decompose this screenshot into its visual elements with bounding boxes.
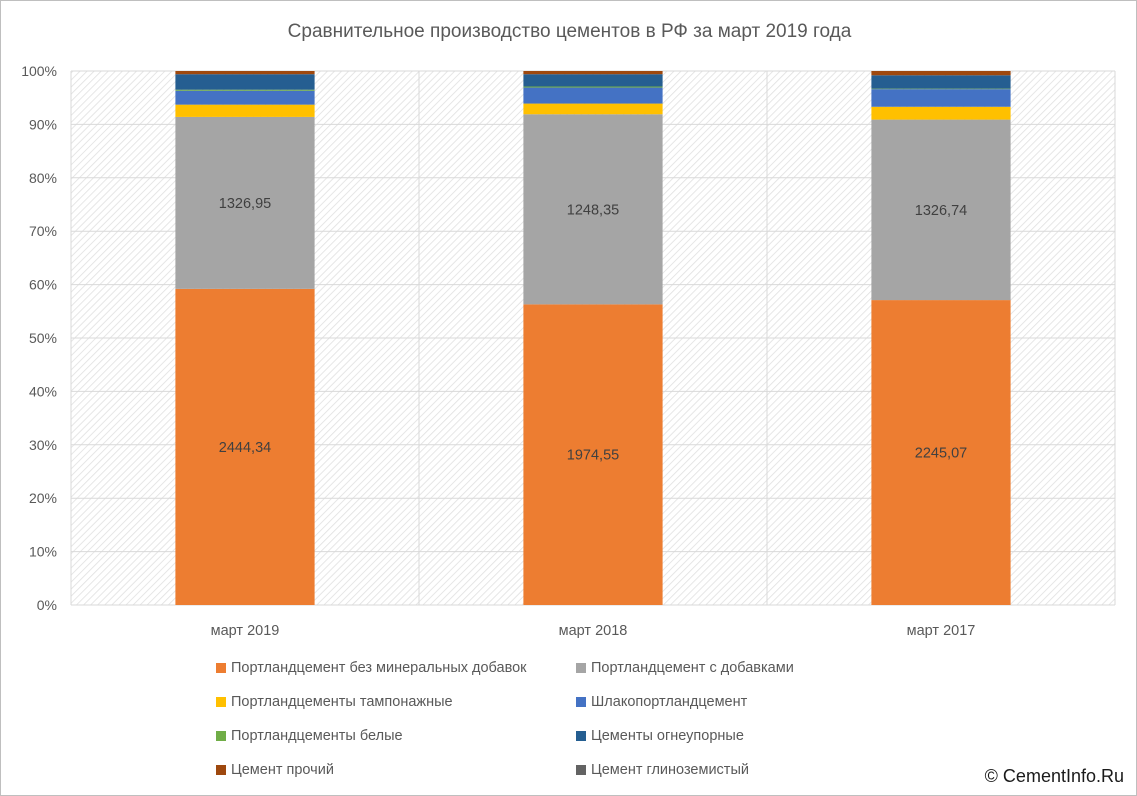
legend-label: Цементы огнеупорные <box>591 727 744 744</box>
legend-swatch <box>576 730 586 741</box>
legend-swatch <box>216 696 226 707</box>
legend-item: Портландцементы тампонажные <box>216 691 576 712</box>
legend-item: Портландцемент с добавками <box>576 657 856 678</box>
y-tick-label: 50% <box>29 330 57 346</box>
x-tick-label: март 2017 <box>907 623 976 639</box>
legend-label: Портландцемент без минеральных добавок <box>231 659 527 676</box>
legend-label: Шлакопортландцемент <box>591 693 748 710</box>
y-tick-label: 70% <box>29 223 57 239</box>
bar-segment <box>523 71 663 75</box>
legend: Портландцемент без минеральных добавок По… <box>216 657 856 780</box>
bar-segment <box>175 74 315 90</box>
bar-segment <box>523 304 663 605</box>
chart-title: Сравнительное производство цементов в РФ… <box>287 21 852 42</box>
legend-item: Шлакопортландцемент <box>576 691 856 712</box>
legend-swatch <box>216 662 226 673</box>
bar-segment <box>523 103 663 115</box>
legend-item: Портландцементы белые <box>216 725 576 746</box>
bar-segment <box>871 88 1011 90</box>
data-label: 2245,07 <box>915 446 967 462</box>
watermark: © CementInfo.Ru <box>984 766 1124 786</box>
legend-swatch <box>216 730 226 741</box>
legend-label: Портландцемент с добавками <box>591 659 794 676</box>
legend-label: Портландцементы белые <box>231 727 403 744</box>
bar-segment <box>871 106 1011 120</box>
bar-segment <box>523 86 663 88</box>
legend-item: Портландцемент без минеральных добавок <box>216 657 576 678</box>
y-tick-label: 80% <box>29 170 57 186</box>
legend-label: Цемент прочий <box>231 761 334 778</box>
bar-segment <box>871 300 1011 605</box>
legend-swatch <box>576 696 586 707</box>
bar-segment <box>871 75 1011 89</box>
legend-label: Портландцементы тампонажные <box>231 693 453 710</box>
bar-segment <box>175 71 315 75</box>
y-tick-label: 30% <box>29 437 57 453</box>
bar-segment <box>871 119 1011 301</box>
bar-segment <box>523 74 663 87</box>
legend-item: Цементы огнеупорные <box>576 725 856 746</box>
bar-segment <box>175 90 315 105</box>
data-label: 1326,95 <box>219 196 271 212</box>
bar-segment <box>175 288 315 605</box>
plot-area: 2444,34 1326,95 1974,55 1248,35 2245,07 1326,… <box>21 63 1116 639</box>
legend-swatch <box>216 764 226 775</box>
data-label: 1974,55 <box>567 448 619 464</box>
y-tick-label: 20% <box>29 490 57 506</box>
y-tick-label: 90% <box>29 116 57 132</box>
bar-segment <box>175 104 315 117</box>
bar-segment <box>523 114 663 305</box>
data-label: 1248,35 <box>567 202 619 218</box>
legend-swatch <box>576 764 586 775</box>
legend-item: Цемент прочий <box>216 759 576 780</box>
bar-segment <box>523 87 663 104</box>
legend-label: Цемент глиноземистый <box>591 761 749 778</box>
y-tick-label: 0% <box>37 597 57 613</box>
y-tick-label: 40% <box>29 383 57 399</box>
legend-item: Цемент глиноземистый <box>576 759 856 780</box>
y-tick-label: 10% <box>29 544 57 560</box>
bar-segment <box>175 116 315 289</box>
y-tick-label: 100% <box>21 63 57 79</box>
x-tick-label: март 2018 <box>559 623 628 639</box>
bar-segment <box>175 89 315 91</box>
x-tick-label: март 2019 <box>211 623 280 639</box>
data-label: 1326,74 <box>915 203 967 219</box>
legend-swatch <box>576 662 586 673</box>
bar-segment <box>871 71 1011 76</box>
bar-segment <box>871 89 1011 107</box>
y-tick-label: 60% <box>29 277 57 293</box>
data-label: 2444,34 <box>219 440 271 456</box>
